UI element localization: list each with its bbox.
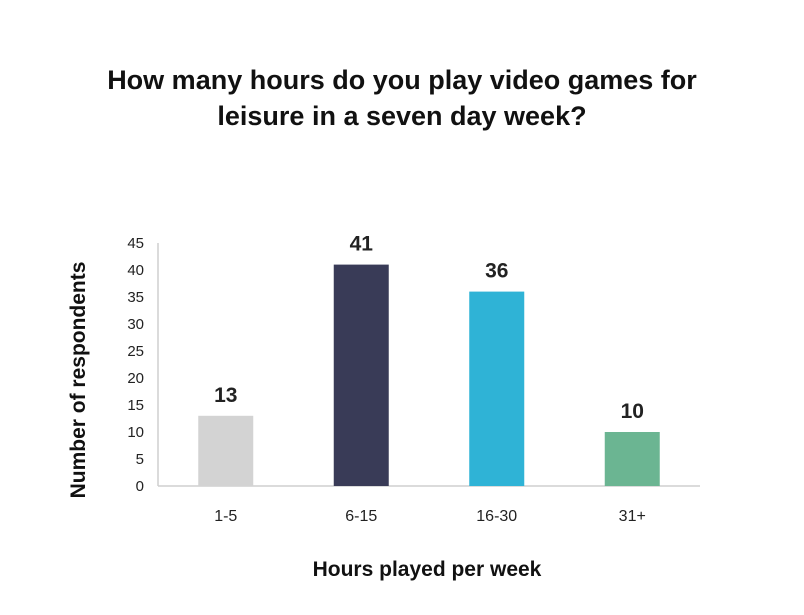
y-tick-label-20: 20 [127,370,144,387]
bar-6-15 [333,264,389,486]
y-tick-label-25: 25 [127,343,144,360]
chart-title: How many hours do you play video games f… [0,62,804,134]
x-tick-label-1-5: 1-5 [214,508,237,525]
chart-title-line-2: leisure in a seven day week? [217,101,587,131]
x-axis-title: Hours played per week [313,558,542,581]
plot-area: 0 5 10 15 20 25 30 35 40 45 13 1-5 41 6-15 36 16-30 10 31… [127,233,700,525]
y-tick-label-30: 30 [127,316,144,333]
y-axis-title: Number of respondents [67,262,90,499]
data-label-1-5: 13 [214,384,237,407]
y-tick-label-45: 45 [127,235,144,252]
bar-16-30 [469,291,525,486]
bar-1-5 [198,415,254,486]
data-label-6-15: 41 [350,233,374,256]
chart-title-line-1: How many hours do you play video games f… [107,65,697,95]
data-label-16-30: 36 [485,260,508,283]
y-tick-label-10: 10 [127,424,144,441]
x-tick-label-6-15: 6-15 [345,508,377,525]
y-tick-label-40: 40 [127,262,144,279]
y-tick-label-35: 35 [127,289,144,306]
data-label-31+: 10 [621,400,644,423]
y-tick-label-15: 15 [127,397,144,414]
y-tick-label-5: 5 [136,451,144,468]
y-tick-label-0: 0 [136,478,144,495]
x-tick-label-16-30: 16-30 [476,508,517,525]
y-axis-title-group: Number of respondents [67,262,90,499]
x-tick-label-31+: 31+ [619,508,646,525]
bar-31+ [604,432,660,486]
